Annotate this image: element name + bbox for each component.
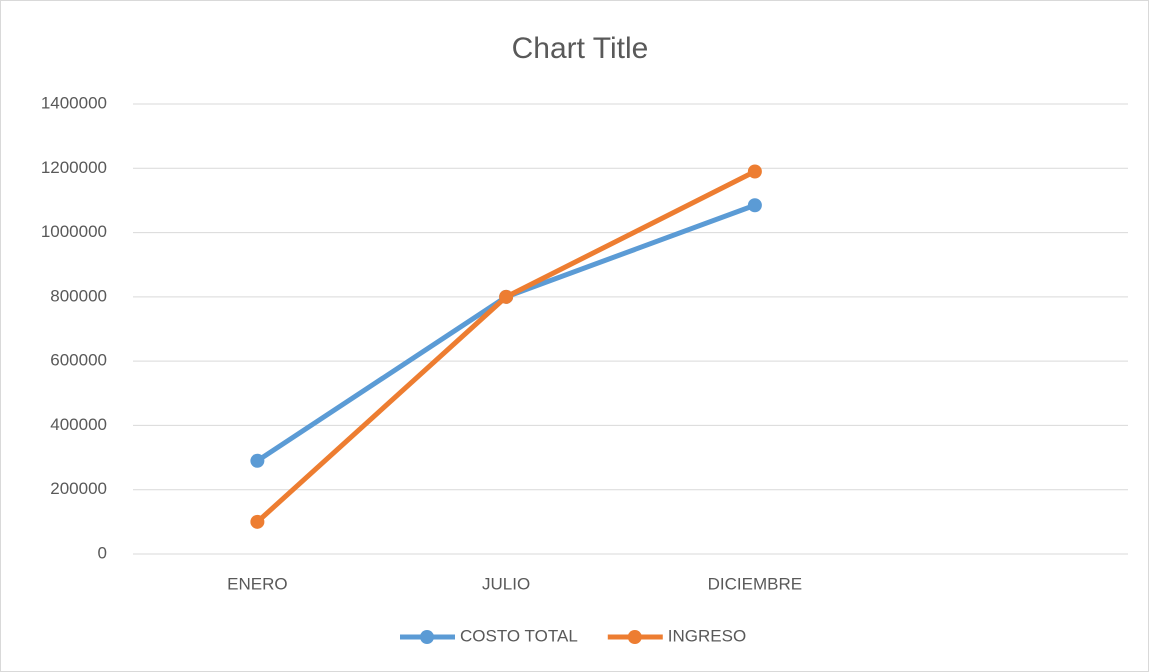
y-tick-label: 1000000	[41, 222, 107, 241]
legend-marker	[420, 630, 434, 644]
y-tick-label: 800000	[50, 286, 107, 305]
legend-label: INGRESO	[668, 626, 746, 645]
y-tick-label: 400000	[50, 415, 107, 434]
y-tick-label: 200000	[50, 479, 107, 498]
data-point	[499, 289, 514, 304]
x-tick-label: JULIO	[482, 574, 530, 593]
y-tick-label: 0	[98, 543, 107, 562]
y-tick-label: 600000	[50, 351, 107, 370]
data-point	[250, 453, 265, 468]
data-point	[747, 198, 762, 213]
legend-label: COSTO TOTAL	[460, 626, 578, 645]
y-tick-label: 1200000	[41, 158, 107, 177]
data-point	[747, 164, 762, 179]
data-point	[250, 514, 265, 529]
x-tick-label: ENERO	[227, 574, 287, 593]
y-tick-label: 1400000	[41, 93, 107, 112]
legend-marker	[627, 630, 642, 644]
chart-title: Chart Title	[512, 32, 649, 65]
x-tick-label: DICIEMBRE	[708, 574, 802, 593]
